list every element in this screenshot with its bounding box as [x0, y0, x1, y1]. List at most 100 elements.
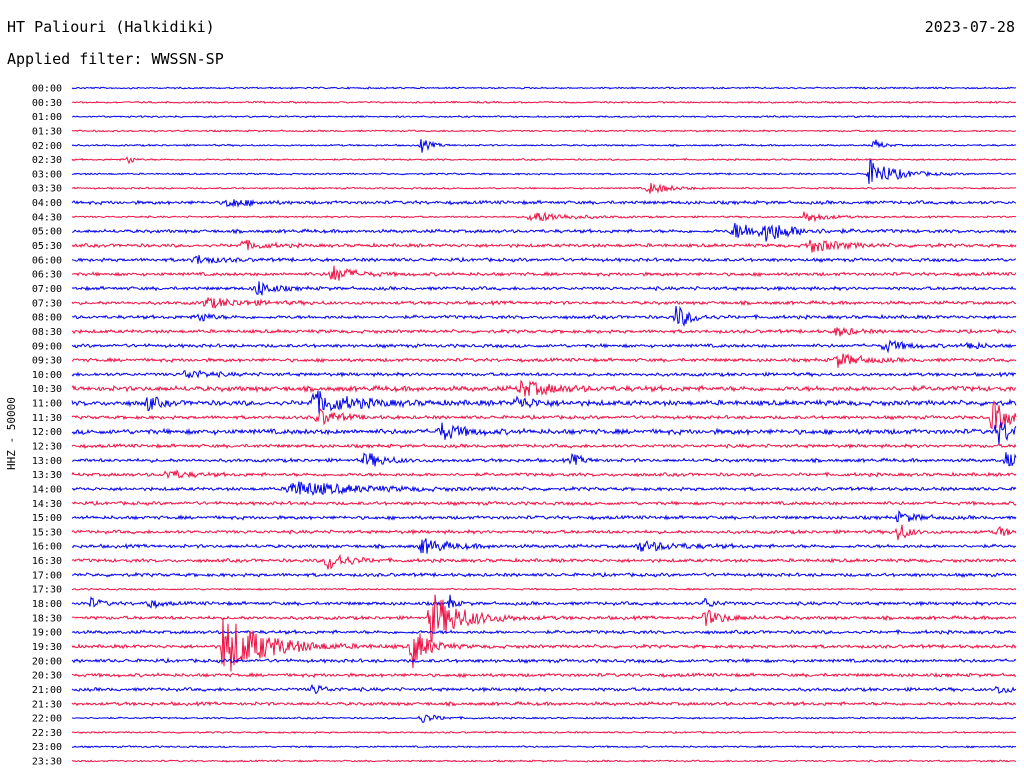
seismic-trace-0900 — [71, 339, 1017, 354]
row-tick-label: 07:30 — [32, 298, 62, 309]
seismic-trace-1930 — [71, 618, 1017, 672]
row-tick-label: 20:30 — [32, 671, 62, 682]
row-tick-label: 14:00 — [32, 484, 62, 495]
row-tick-label: 13:00 — [32, 456, 62, 467]
row-tick-label: 22:30 — [32, 728, 62, 739]
seismic-trace-2330 — [71, 759, 1016, 763]
row-tick-label: 00:00 — [32, 84, 62, 95]
seismic-trace-1030 — [71, 379, 1017, 397]
seismic-trace-1630 — [71, 553, 1017, 570]
row-tick-label: 12:30 — [32, 442, 62, 453]
seismic-trace-1200 — [71, 421, 1017, 446]
seismic-trace-0400 — [71, 199, 1017, 208]
seismic-trace-0130 — [71, 129, 1017, 133]
seismic-trace-0430 — [71, 211, 1017, 223]
row-tick-label: 23:00 — [32, 742, 62, 753]
y-axis-label: HHZ - 50000 — [5, 397, 18, 470]
seismic-trace-1530 — [71, 524, 1017, 541]
row-tick-label: 16:30 — [32, 556, 62, 567]
trace-group — [71, 86, 1017, 763]
seismic-trace-2230 — [71, 730, 1017, 735]
row-tick-label: 17:00 — [32, 570, 62, 581]
row-tick-label: 22:00 — [32, 714, 62, 725]
row-tick-label: 08:30 — [32, 327, 62, 338]
seismic-trace-1900 — [71, 628, 1017, 636]
row-tick-label: 05:00 — [32, 227, 62, 238]
row-tick-label: 06:30 — [32, 270, 62, 281]
seismic-trace-1430 — [71, 499, 1017, 507]
row-tick-label: 00:30 — [32, 98, 62, 109]
row-tick-label: 03:00 — [32, 169, 62, 180]
seismic-trace-1730 — [71, 587, 1017, 591]
seismic-trace-0300 — [71, 159, 1017, 185]
tick-label-group: 00:00 00:30 01:00 01:30 02:00 02:30 03:00 03:30… — [32, 84, 62, 768]
row-tick-label: 17:30 — [32, 585, 62, 596]
row-tick-label: 06:00 — [32, 255, 62, 266]
date-label: 2023-07-28 — [924, 18, 1015, 36]
row-tick-label: 18:00 — [32, 599, 62, 610]
seismic-trace-0700 — [71, 281, 1017, 296]
seismic-trace-0100 — [71, 114, 1017, 119]
seismic-trace-0800 — [71, 305, 1017, 328]
row-tick-label: 01:30 — [32, 126, 62, 137]
row-tick-label: 10:30 — [32, 384, 62, 395]
row-tick-label: 21:30 — [32, 699, 62, 710]
seismic-trace-2000 — [71, 657, 1017, 664]
row-tick-label: 10:00 — [32, 370, 62, 381]
row-tick-label: 15:30 — [32, 527, 62, 538]
row-tick-label: 13:30 — [32, 470, 62, 481]
seismic-trace-2130 — [71, 700, 1017, 708]
station-title: HT Paliouri (Halkidiki) — [7, 18, 215, 36]
seismic-trace-0630 — [71, 265, 1017, 281]
seismic-trace-1130 — [71, 399, 1017, 429]
seismic-trace-0730 — [71, 297, 1017, 309]
row-tick-label: 11:30 — [32, 413, 62, 424]
row-tick-label: 05:30 — [32, 241, 62, 252]
seismic-trace-0830 — [71, 326, 1017, 337]
row-tick-label: 16:00 — [32, 542, 62, 553]
row-tick-label: 01:00 — [32, 112, 62, 123]
row-tick-label: 12:00 — [32, 427, 62, 438]
row-tick-label: 03:30 — [32, 184, 62, 195]
seismic-trace-0030 — [71, 100, 1017, 105]
seismic-trace-0530 — [71, 239, 1017, 253]
seismic-trace-2030 — [71, 671, 1017, 679]
seismic-trace-2200 — [71, 714, 1017, 724]
row-tick-label: 04:00 — [32, 198, 62, 209]
row-tick-label: 11:00 — [32, 399, 62, 410]
seismic-trace-1400 — [71, 481, 1017, 497]
row-tick-label: 08:00 — [32, 313, 62, 324]
row-tick-label: 15:00 — [32, 513, 62, 524]
seismic-trace-0500 — [71, 222, 1017, 242]
seismic-trace-1230 — [71, 442, 1017, 450]
row-tick-label: 19:00 — [32, 628, 62, 639]
seismic-trace-0600 — [71, 254, 1017, 265]
seismic-trace-1600 — [71, 538, 1017, 554]
seismic-trace-1830 — [71, 594, 1017, 644]
row-tick-label: 21:00 — [32, 685, 62, 696]
seismic-trace-0930 — [71, 352, 1017, 368]
row-tick-label: 09:00 — [32, 341, 62, 352]
row-tick-label: 02:00 — [32, 141, 62, 152]
seismic-trace-0330 — [71, 182, 1017, 194]
filter-label: Applied filter: WWSSN-SP — [7, 50, 224, 68]
seismic-trace-1700 — [72, 571, 1017, 579]
seismic-trace-2300 — [71, 744, 1017, 749]
row-tick-label: 09:30 — [32, 356, 62, 367]
seismic-trace-1300 — [71, 452, 1017, 467]
row-tick-label: 07:00 — [32, 284, 62, 295]
row-tick-label: 18:30 — [32, 613, 62, 624]
seismic-trace-1000 — [71, 369, 1017, 379]
row-tick-label: 20:00 — [32, 656, 62, 667]
seismic-trace-0230 — [71, 156, 1017, 165]
row-tick-label: 14:30 — [32, 499, 62, 510]
row-tick-label: 19:30 — [32, 642, 62, 653]
row-tick-label: 02:30 — [32, 155, 62, 166]
seismic-trace-2100 — [71, 683, 1017, 695]
seismic-trace-1100 — [71, 390, 1017, 414]
seismic-trace-0200 — [71, 139, 1017, 153]
seismic-trace-1330 — [71, 469, 1017, 480]
row-tick-label: 04:30 — [32, 212, 62, 223]
seismic-trace-1800 — [71, 594, 1017, 610]
